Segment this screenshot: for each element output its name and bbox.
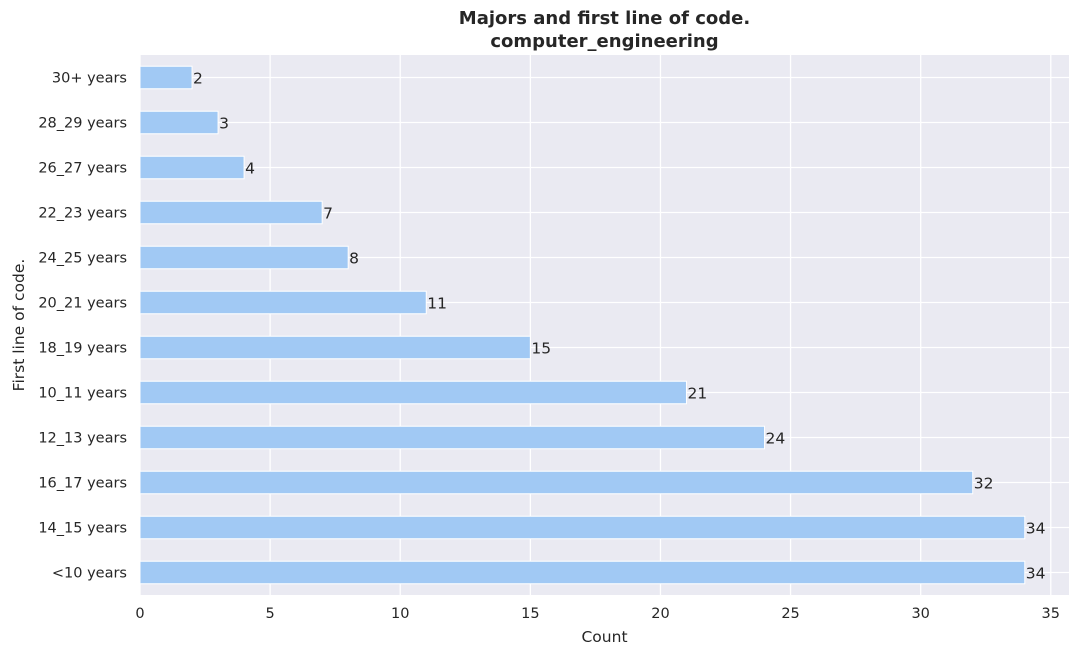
data-label: 7 bbox=[323, 205, 333, 223]
y-tick-label: 26_27 years bbox=[38, 161, 127, 177]
data-label: 3 bbox=[219, 115, 229, 133]
x-tick-label: 0 bbox=[135, 606, 144, 622]
plot-background bbox=[140, 55, 1069, 595]
data-label: 4 bbox=[245, 160, 255, 178]
x-axis-label: Count bbox=[581, 628, 627, 646]
data-label: 24 bbox=[766, 430, 786, 448]
bar bbox=[139, 200, 323, 225]
data-label: 2 bbox=[193, 70, 203, 88]
x-tick-label: 25 bbox=[781, 606, 799, 622]
y-tick-label: 10_11 years bbox=[38, 386, 127, 402]
chart-title: Majors and first line of code. bbox=[458, 8, 751, 29]
y-tick-label: 28_29 years bbox=[38, 116, 127, 132]
y-tick-label: 20_21 years bbox=[38, 296, 127, 312]
bar bbox=[139, 470, 974, 495]
bar bbox=[139, 290, 427, 315]
data-label: 8 bbox=[349, 250, 359, 268]
bar bbox=[139, 560, 1026, 585]
x-tick-label: 15 bbox=[521, 606, 539, 622]
bar bbox=[139, 245, 349, 270]
y-tick-label: 22_23 years bbox=[38, 206, 127, 222]
y-tick-label: 12_13 years bbox=[38, 431, 127, 447]
x-tick-label: 30 bbox=[911, 606, 929, 622]
y-tick-label: 18_19 years bbox=[38, 341, 127, 357]
x-tick-label: 10 bbox=[391, 606, 409, 622]
bar bbox=[139, 155, 245, 180]
bar bbox=[139, 425, 766, 450]
data-label: 32 bbox=[974, 475, 994, 493]
data-label: 21 bbox=[687, 385, 707, 403]
bar bbox=[139, 65, 193, 90]
y-tick-label: <10 years bbox=[52, 566, 127, 582]
y-tick-label: 30+ years bbox=[52, 71, 127, 87]
data-label: 11 bbox=[427, 295, 447, 313]
x-tick-label: 5 bbox=[265, 606, 274, 622]
y-tick-label: 14_15 years bbox=[38, 521, 127, 537]
chart-subtitle: computer_engineering bbox=[490, 31, 719, 52]
data-label: 34 bbox=[1026, 565, 1046, 583]
x-tick-label: 35 bbox=[1042, 606, 1060, 622]
bar bbox=[139, 110, 219, 135]
data-label: 34 bbox=[1026, 520, 1046, 538]
bar bbox=[139, 335, 531, 360]
y-tick-label: 24_25 years bbox=[38, 251, 127, 267]
bar bbox=[139, 380, 687, 405]
data-label: 15 bbox=[531, 340, 551, 358]
x-tick-label: 20 bbox=[651, 606, 669, 622]
y-axis-label: First line of code. bbox=[10, 259, 28, 392]
bar bbox=[139, 515, 1026, 540]
y-tick-label: 16_17 years bbox=[38, 476, 127, 492]
